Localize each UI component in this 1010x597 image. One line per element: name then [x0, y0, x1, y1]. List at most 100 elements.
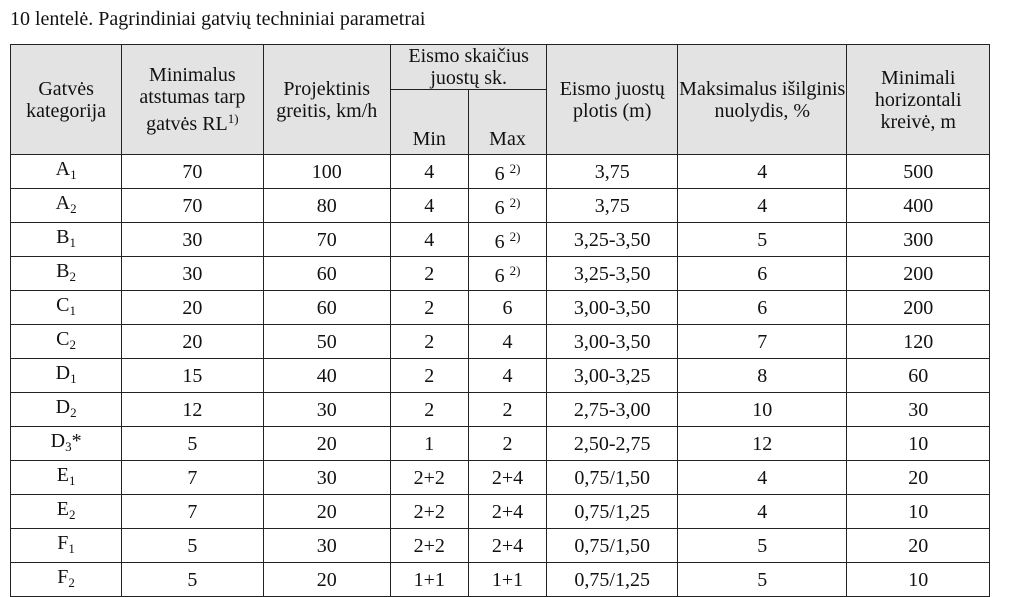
header-category: Gatvės kategorija [9, 44, 123, 155]
cell-min-distance: 20 [121, 290, 264, 325]
cell-speed: 30 [262, 392, 391, 427]
header-speed: Projektinis greitis, km/h [262, 44, 391, 155]
cell-min-distance: 5 [121, 528, 264, 563]
cell-min-distance: 30 [121, 222, 264, 257]
cell-lane-width: 3,00-3,25 [546, 358, 678, 393]
cell-lane-width: 3,75 [546, 188, 678, 223]
cell-category: B1 [9, 222, 123, 257]
cell-max-slope: 4 [676, 460, 848, 495]
cell-lane-width: 0,75/1,50 [546, 460, 678, 495]
cell-max-slope: 10 [676, 392, 848, 427]
table-row: D3* 5 20 1 2 2,50-2,75 12 10 [9, 426, 990, 461]
cell-min-distance: 7 [121, 494, 264, 529]
header-min-distance: Minimalus atstumas tarp gatvės RL1) [121, 44, 264, 155]
cell-speed: 80 [262, 188, 391, 223]
cell-min-curve: 400 [846, 188, 990, 223]
cell-min-distance: 12 [121, 392, 264, 427]
cell-lanes-min: 2+2 [389, 528, 469, 563]
cell-lane-width: 3,00-3,50 [546, 290, 678, 325]
cell-lanes-max: 6 2) [467, 154, 548, 189]
cell-min-curve: 300 [846, 222, 990, 257]
cell-min-distance: 15 [121, 358, 264, 393]
cell-max-slope: 5 [676, 528, 848, 563]
cell-lane-width: 0,75/1,25 [546, 562, 678, 597]
table-row: B1 30 70 4 6 2) 3,25-3,50 5 300 [9, 222, 990, 257]
cell-min-curve: 10 [846, 562, 990, 597]
table-row: E2 7 20 2+2 2+4 0,75/1,25 4 10 [9, 494, 990, 529]
header-lanes-min: Min [389, 89, 469, 155]
cell-lane-width: 3,25-3,50 [546, 256, 678, 291]
cell-max-slope: 6 [676, 256, 848, 291]
table-row: C2 20 50 2 4 3,00-3,50 7 120 [9, 324, 990, 359]
cell-category: F2 [9, 562, 123, 597]
cell-min-distance: 7 [121, 460, 264, 495]
cell-min-curve: 10 [846, 494, 990, 529]
cell-category: E2 [9, 494, 123, 529]
cell-lanes-max: 6 [467, 290, 548, 325]
cell-speed: 30 [262, 460, 391, 495]
table-row: F1 5 30 2+2 2+4 0,75/1,50 5 20 [9, 528, 990, 563]
cell-speed: 50 [262, 324, 391, 359]
cell-category: A1 [9, 154, 123, 189]
table-row: D1 15 40 2 4 3,00-3,25 8 60 [9, 358, 990, 393]
cell-min-curve: 200 [846, 290, 990, 325]
table-row: A2 70 80 4 6 2) 3,75 4 400 [9, 188, 990, 223]
cell-lanes-min: 2 [389, 392, 469, 427]
cell-min-curve: 60 [846, 358, 990, 393]
cell-lanes-max: 6 2) [467, 188, 548, 223]
cell-lane-width: 2,75-3,00 [546, 392, 678, 427]
cell-lanes-max: 6 2) [467, 222, 548, 257]
cell-min-curve: 120 [846, 324, 990, 359]
cell-lanes-max: 2+4 [467, 528, 548, 563]
cell-lane-width: 0,75/1,50 [546, 528, 678, 563]
cell-lanes-min: 2 [389, 290, 469, 325]
street-parameters-table: Gatvės kategorija Minimalus atstumas tar… [9, 44, 990, 597]
cell-min-curve: 200 [846, 256, 990, 291]
cell-category: F1 [9, 528, 123, 563]
cell-max-slope: 7 [676, 324, 848, 359]
table-row: E1 7 30 2+2 2+4 0,75/1,50 4 20 [9, 460, 990, 495]
cell-min-distance: 30 [121, 256, 264, 291]
cell-lanes-max: 2+4 [467, 460, 548, 495]
cell-lane-width: 3,25-3,50 [546, 222, 678, 257]
cell-max-slope: 5 [676, 222, 848, 257]
cell-min-curve: 30 [846, 392, 990, 427]
cell-max-slope: 8 [676, 358, 848, 393]
cell-lanes-min: 1+1 [389, 562, 469, 597]
table-row: F2 5 20 1+1 1+1 0,75/1,25 5 10 [9, 562, 990, 597]
cell-speed: 60 [262, 290, 391, 325]
cell-category: C2 [9, 324, 123, 359]
header-lane-width: Eismo juostų plotis (m) [546, 44, 678, 155]
cell-lane-width: 0,75/1,25 [546, 494, 678, 529]
cell-lane-width: 3,00-3,50 [546, 324, 678, 359]
cell-min-distance: 5 [121, 562, 264, 597]
cell-lanes-max: 2+4 [467, 494, 548, 529]
cell-min-distance: 5 [121, 426, 264, 461]
cell-lanes-max: 2 [467, 426, 548, 461]
cell-min-distance: 70 [121, 188, 264, 223]
table-row: A1 70 100 4 6 2) 3,75 4 500 [9, 154, 990, 189]
cell-category: D3* [9, 426, 123, 461]
cell-max-slope: 4 [676, 494, 848, 529]
table-caption: 10 lentelė. Pagrindiniai gatvių technini… [10, 8, 426, 30]
header-lanes-max: Max [467, 89, 548, 155]
cell-min-distance: 20 [121, 324, 264, 359]
cell-category: C1 [9, 290, 123, 325]
cell-category: E1 [9, 460, 123, 495]
cell-speed: 20 [262, 426, 391, 461]
cell-lane-width: 2,50-2,75 [546, 426, 678, 461]
cell-max-slope: 4 [676, 188, 848, 223]
cell-category: A2 [9, 188, 123, 223]
cell-speed: 100 [262, 154, 391, 189]
cell-speed: 20 [262, 562, 391, 597]
cell-min-curve: 10 [846, 426, 990, 461]
cell-max-slope: 12 [676, 426, 848, 461]
cell-lanes-max: 1+1 [467, 562, 548, 597]
cell-lanes-max: 4 [467, 324, 548, 359]
cell-speed: 60 [262, 256, 391, 291]
cell-lanes-min: 2 [389, 324, 469, 359]
cell-lanes-max: 6 2) [467, 256, 548, 291]
cell-category: D2 [9, 392, 123, 427]
header-max-slope: Maksimalus išilginis nuolydis, % [676, 44, 848, 155]
cell-lane-width: 3,75 [546, 154, 678, 189]
